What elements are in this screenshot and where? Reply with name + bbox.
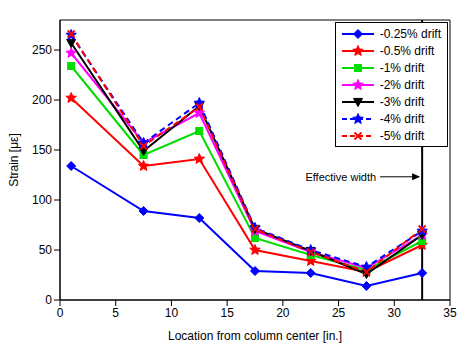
- svg-text:0: 0: [45, 293, 52, 307]
- html-text:-5% drift: -5% drift: [379, 128, 425, 143]
- svg-text:250: 250: [32, 43, 52, 57]
- html-text:-2% drift: -2% drift: [379, 77, 425, 92]
- svg-text:30: 30: [388, 306, 402, 320]
- svg-text:100: 100: [32, 193, 52, 207]
- svg-text:0: 0: [57, 306, 64, 320]
- html-text:-0.25% drift: -0.25% drift: [379, 26, 441, 41]
- html-text:-3% drift: -3% drift: [379, 94, 425, 109]
- svg-text:50: 50: [39, 243, 53, 257]
- html-text:-4% drift: -4% drift: [379, 111, 425, 126]
- svg-text:10: 10: [165, 306, 179, 320]
- svg-text:35: 35: [443, 306, 456, 320]
- svg-text:Location from column center [i: Location from column center [in.]: [168, 329, 342, 343]
- svg-text:5: 5: [112, 306, 119, 320]
- svg-text:150: 150: [32, 143, 52, 157]
- svg-text:25: 25: [332, 306, 346, 320]
- svg-text:Effective width: Effective width: [305, 171, 376, 183]
- svg-text:20: 20: [276, 306, 290, 320]
- html-text:-0.5% drift: -0.5% drift: [379, 43, 435, 58]
- svg-text:15: 15: [220, 306, 234, 320]
- html-text:-1% drift: -1% drift: [379, 60, 425, 75]
- svg-text:200: 200: [32, 93, 52, 107]
- svg-text:Strain [με]: Strain [με]: [8, 133, 21, 187]
